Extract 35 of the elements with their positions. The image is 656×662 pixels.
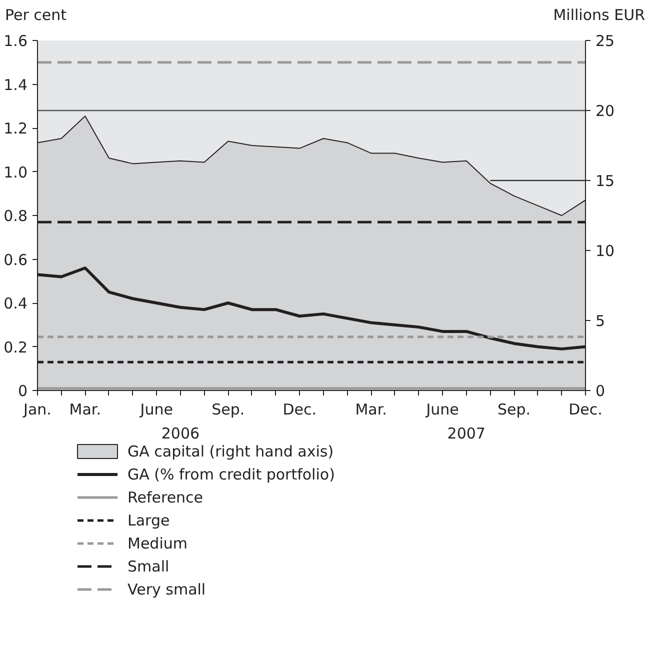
y2-tick-label: 20 bbox=[596, 102, 615, 120]
x-tick-label: Mar. bbox=[69, 400, 102, 418]
legend-label: Medium bbox=[128, 534, 188, 552]
y2-tick-label: 10 bbox=[596, 242, 615, 260]
y2-tick-label: 15 bbox=[596, 172, 615, 190]
y-tick-label: 0.4 bbox=[4, 294, 28, 312]
y2-tick-label: 5 bbox=[596, 312, 606, 330]
x-tick-label: June bbox=[425, 400, 459, 418]
legend-label: Very small bbox=[128, 580, 206, 598]
legend-label: Large bbox=[128, 512, 170, 530]
x-tick-label: Dec. bbox=[568, 400, 602, 418]
y-tick-label: 1.0 bbox=[4, 163, 28, 182]
x-tick-label: June bbox=[139, 400, 173, 418]
y-tick-label: 0.2 bbox=[4, 338, 28, 356]
x-tick-label: Jan. bbox=[22, 400, 52, 418]
text: 2006 bbox=[161, 424, 200, 442]
y-tick-label: 0.6 bbox=[4, 250, 28, 269]
text: 2007 bbox=[447, 424, 486, 442]
y-tick-label: 1.4 bbox=[4, 76, 28, 94]
x-tick-label: Sep. bbox=[498, 400, 531, 418]
legend-label: GA capital (right hand axis) bbox=[128, 442, 334, 460]
y-axis-title: Per cent bbox=[5, 5, 67, 26]
y-tick-label: 1.6 bbox=[4, 32, 28, 50]
y2-axis-title: Millions EUR bbox=[553, 5, 645, 26]
legend-label: GA (% from credit portfolio) bbox=[128, 466, 335, 484]
legend-label: Reference bbox=[128, 488, 204, 506]
y-tick-label: 1.2 bbox=[4, 120, 28, 138]
y2-tick-label: 25 bbox=[596, 32, 615, 50]
x-tick-label: Mar. bbox=[355, 400, 387, 418]
y-tick-label: 0 bbox=[18, 382, 28, 400]
y-tick-label: 0.8 bbox=[4, 207, 28, 225]
y2-tick-label: 0 bbox=[596, 382, 606, 400]
legend-label: Small bbox=[128, 558, 170, 576]
x-tick-label: Dec. bbox=[282, 400, 316, 418]
x-tick-label: Sep. bbox=[212, 400, 245, 418]
